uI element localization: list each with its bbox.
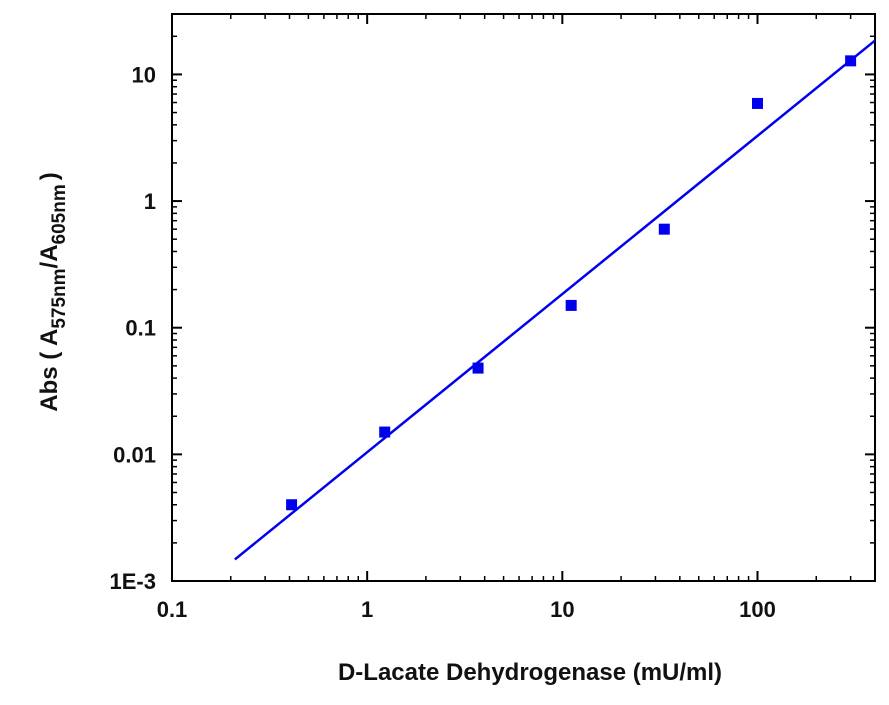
plot-border xyxy=(171,13,876,582)
x-axis-title: D-Lacate Dehydrogenase (mU/ml) xyxy=(338,659,722,686)
y-axis-title-prefix: Abs ( A xyxy=(36,329,63,412)
y-axis-title-suffix: ) xyxy=(36,172,63,180)
y-axis-title: Abs ( A575nm/A605nm) xyxy=(36,172,70,412)
x-tick-label: 10 xyxy=(550,597,574,622)
x-axis-ticks: 0.1 1 10 100 xyxy=(157,14,852,622)
y-tick-label: 10 xyxy=(132,62,156,87)
y-axis-title-mid: /A xyxy=(36,244,63,268)
series-layer xyxy=(234,39,876,561)
y-axis-ticks: 1E-3 0.01 0.1 1 10 xyxy=(110,35,875,594)
data-point xyxy=(565,299,577,311)
y-tick-label: 0.1 xyxy=(125,316,156,341)
x-tick-label: 1 xyxy=(361,597,373,622)
data-point xyxy=(379,426,391,438)
data-point xyxy=(751,97,763,109)
data-point xyxy=(658,223,670,235)
plot-frame xyxy=(171,13,876,582)
y-axis-title-sub1: 575nm xyxy=(49,268,70,328)
y-axis-title-sub2: 605nm xyxy=(49,184,70,244)
data-point xyxy=(286,499,298,511)
y-tick-label: 0.01 xyxy=(113,442,156,467)
fit-line xyxy=(234,39,876,561)
x-tick-label: 0.1 xyxy=(157,597,188,622)
y-tick-label: 1E-3 xyxy=(110,569,156,594)
y-tick-label: 1 xyxy=(144,189,156,214)
data-point xyxy=(472,362,484,374)
x-tick-label: 100 xyxy=(739,597,776,622)
